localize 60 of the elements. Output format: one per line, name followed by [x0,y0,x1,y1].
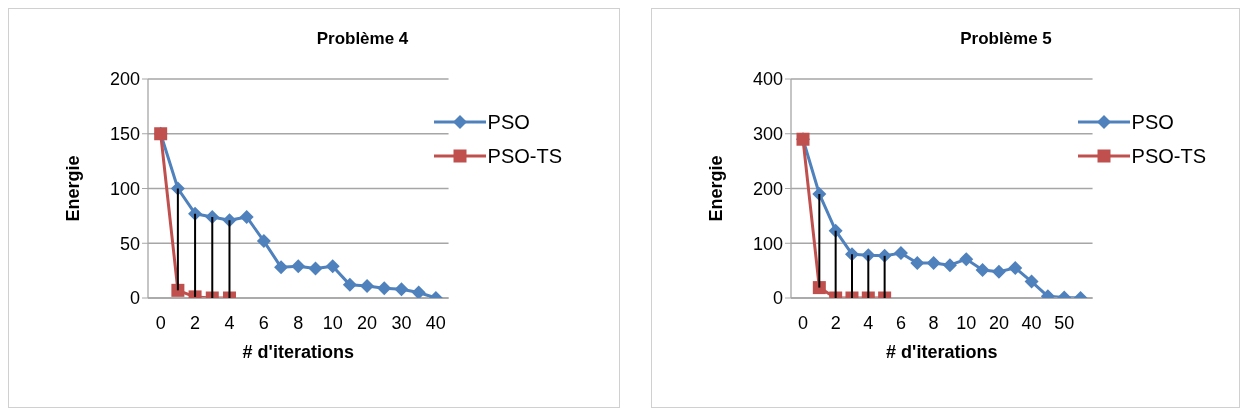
x-tick-label: 10 [956,312,977,333]
y-tick-label: 100 [752,233,783,254]
legend-label: PSO [487,110,530,134]
legend-label: PSO-TS [487,144,562,168]
y-axis-title: Energie [63,155,84,222]
y-tick-label: 300 [752,124,783,145]
chart-title: Problème 5 [960,29,1052,49]
x-tick-label: 2 [830,312,841,333]
point [959,252,974,267]
point [942,258,957,273]
x-tick-label: 6 [258,312,269,333]
chart-title: Problème 4 [316,29,409,49]
point [893,246,908,261]
x-tick-label: 0 [155,312,166,333]
x-tick-label: 6 [895,312,906,333]
point [1008,260,1023,275]
y-axis-title: Energie [706,155,727,222]
point [910,255,925,270]
x-tick-label: 2 [190,312,201,333]
x-tick-label: 4 [863,312,874,333]
point [342,277,357,292]
point [308,261,323,276]
x-tick-label: 20 [357,312,378,333]
point [394,282,409,297]
y-tick-label: 0 [772,288,783,309]
point [812,281,826,295]
point [991,264,1006,279]
y-tick-label: 100 [109,178,140,199]
point [411,285,426,298]
y-tick-label: 200 [752,178,783,199]
legend-label: PSO-TS [1131,144,1206,168]
x-tick-label: 10 [322,312,343,333]
x-tick-label: 30 [391,312,412,333]
x-axis-title: # d'iterations [242,342,354,362]
point [291,259,306,274]
point [274,260,289,275]
point [171,283,185,297]
point [239,209,254,224]
legend-label: PSO [1131,110,1174,134]
x-tick-label: 0 [797,312,809,333]
y-tick-label: 50 [119,233,140,254]
point [1024,274,1039,289]
y-tick-label: 150 [109,124,140,145]
point [377,281,392,296]
x-tick-label: 4 [224,312,235,333]
point [975,263,990,278]
y-tick-label: 200 [109,69,140,90]
x-tick-label: 20 [988,312,1009,333]
x-axis-title: # d'iterations [886,342,998,362]
x-tick-label: 40 [425,312,446,333]
x-tick-label: 40 [1021,312,1042,333]
x-tick-label: 8 [928,312,939,333]
y-tick-label: 400 [752,69,783,90]
point [256,234,271,249]
y-tick-label: 0 [129,288,140,309]
point [325,259,340,274]
point [926,255,941,270]
point [360,278,375,293]
x-tick-label: 50 [1054,312,1075,333]
x-tick-label: 8 [293,312,304,333]
